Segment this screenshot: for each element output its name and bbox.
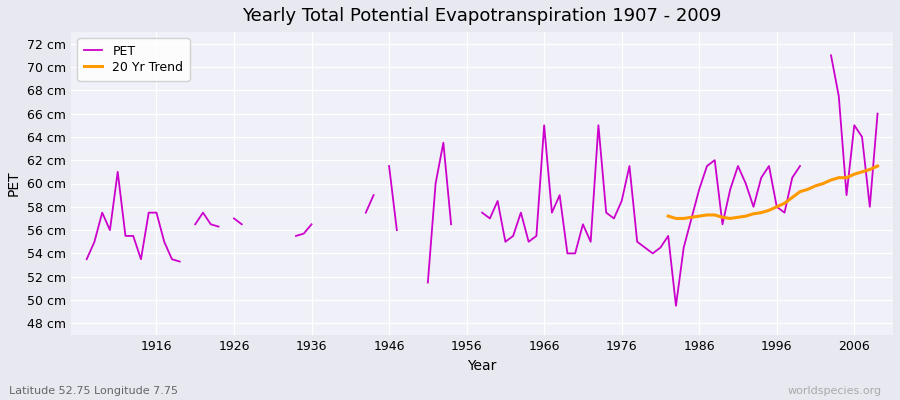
20 Yr Trend <box>662 214 673 218</box>
20 Yr Trend <box>833 175 844 180</box>
20 Yr Trend <box>717 215 728 220</box>
20 Yr Trend <box>670 216 681 221</box>
20 Yr Trend <box>810 184 821 188</box>
20 Yr Trend <box>686 215 697 220</box>
Y-axis label: PET: PET <box>7 171 21 196</box>
20 Yr Trend <box>756 210 767 215</box>
Title: Yearly Total Potential Evapotranspiration 1907 - 2009: Yearly Total Potential Evapotranspiratio… <box>242 7 722 25</box>
Line: 20 Yr Trend: 20 Yr Trend <box>668 166 878 218</box>
20 Yr Trend <box>849 172 859 176</box>
20 Yr Trend <box>818 181 829 186</box>
20 Yr Trend <box>763 208 774 213</box>
PET <box>546 210 557 215</box>
PET <box>787 175 797 180</box>
20 Yr Trend <box>803 187 814 192</box>
20 Yr Trend <box>748 211 759 216</box>
20 Yr Trend <box>694 214 705 218</box>
20 Yr Trend <box>702 212 713 217</box>
PET <box>81 257 92 262</box>
20 Yr Trend <box>741 214 751 218</box>
20 Yr Trend <box>724 216 735 221</box>
20 Yr Trend <box>679 216 689 221</box>
20 Yr Trend <box>872 164 883 168</box>
X-axis label: Year: Year <box>467 359 497 373</box>
20 Yr Trend <box>779 201 790 206</box>
20 Yr Trend <box>857 170 868 174</box>
20 Yr Trend <box>795 189 806 194</box>
20 Yr Trend <box>733 215 743 220</box>
Text: worldspecies.org: worldspecies.org <box>788 386 882 396</box>
Line: PET: PET <box>86 55 878 306</box>
20 Yr Trend <box>864 167 875 172</box>
20 Yr Trend <box>709 212 720 217</box>
Text: Latitude 52.75 Longitude 7.75: Latitude 52.75 Longitude 7.75 <box>9 386 178 396</box>
20 Yr Trend <box>825 178 836 182</box>
PET <box>872 111 883 116</box>
20 Yr Trend <box>787 195 797 200</box>
Legend: PET, 20 Yr Trend: PET, 20 Yr Trend <box>77 38 190 80</box>
PET <box>306 222 317 227</box>
PET <box>825 53 836 58</box>
20 Yr Trend <box>771 204 782 209</box>
20 Yr Trend <box>842 175 852 180</box>
